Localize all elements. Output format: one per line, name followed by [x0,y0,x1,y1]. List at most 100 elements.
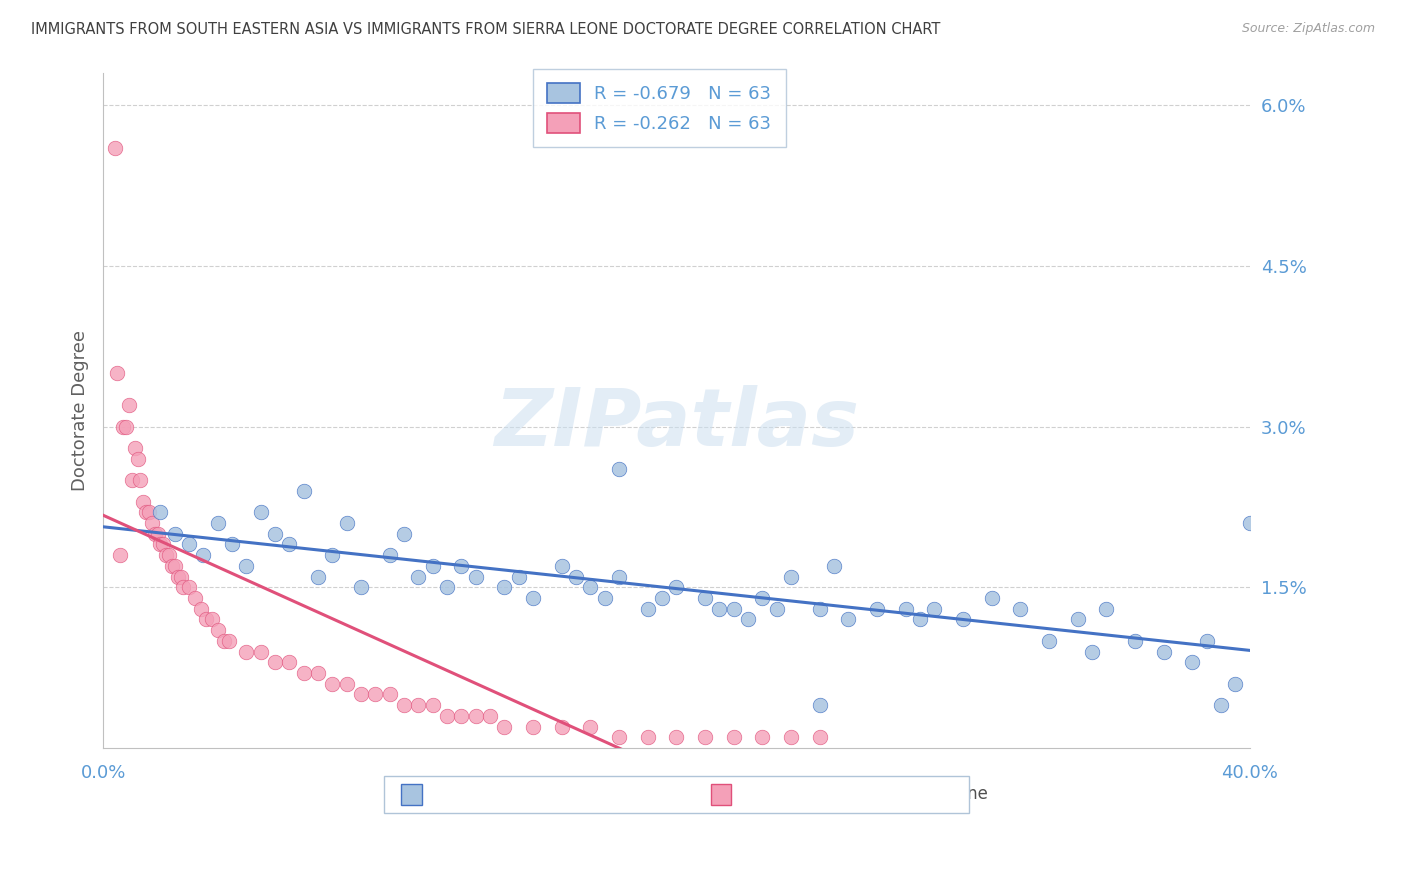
Point [292,665,315,680]
Point [112,419,135,434]
Point [135,505,157,519]
Point [607,569,630,583]
Point [780,730,803,744]
Point [765,601,787,615]
Point [307,569,329,583]
Point [1123,633,1146,648]
Point [808,601,831,615]
Point [479,708,502,723]
Point [1195,633,1218,648]
Point [378,687,401,701]
Point [723,730,745,744]
Point [1038,633,1060,648]
Point [207,516,229,530]
Point [723,601,745,615]
Point [1239,516,1261,530]
Point [124,441,146,455]
Point [160,558,183,573]
Point [129,473,152,487]
Point [152,537,174,551]
Point [163,558,186,573]
Point [924,601,946,615]
Point [392,698,415,712]
Point [166,569,188,583]
Point [709,601,731,615]
Point [1153,644,1175,658]
Point [422,698,444,712]
Point [408,698,430,712]
Point [450,558,472,573]
Point [837,612,859,626]
Y-axis label: Doctorate Degree: Doctorate Degree [72,330,89,491]
Point [207,623,229,637]
Point [195,612,218,626]
Point [1081,644,1104,658]
Point [494,719,516,733]
Point [264,655,287,669]
Text: IMMIGRANTS FROM SOUTH EASTERN ASIA VS IMMIGRANTS FROM SIERRA LEONE DOCTORATE DEG: IMMIGRANTS FROM SOUTH EASTERN ASIA VS IM… [31,22,941,37]
Point [607,730,630,744]
Point [780,569,803,583]
Point [336,516,359,530]
Point [201,612,224,626]
Point [104,141,127,155]
Point [218,633,240,648]
Point [579,580,602,594]
Point [169,569,191,583]
Point [565,569,588,583]
Text: Immigrants from Sierra Leone: Immigrants from Sierra Leone [740,786,988,804]
Text: ZIPatlas: ZIPatlas [494,385,859,463]
FancyBboxPatch shape [401,784,422,805]
Point [494,580,516,594]
Point [665,730,688,744]
Point [908,612,931,626]
Point [115,419,138,434]
Point [436,708,458,723]
Point [184,591,207,605]
Point [508,569,530,583]
Point [350,580,373,594]
Point [808,730,831,744]
Point [249,644,271,658]
Point [110,548,132,562]
Point [364,687,387,701]
Point [149,505,172,519]
Point [693,730,716,744]
Point [651,591,673,605]
Point [172,580,194,594]
Point [157,548,180,562]
Point [952,612,974,626]
Legend: R = -0.679   N = 63, R = -0.262   N = 63: R = -0.679 N = 63, R = -0.262 N = 63 [533,69,786,147]
Point [464,708,486,723]
Point [693,591,716,605]
Point [179,580,201,594]
Point [149,537,172,551]
Point [894,601,917,615]
Point [221,537,243,551]
Point [436,580,458,594]
Point [307,665,329,680]
Point [751,730,773,744]
Point [146,526,169,541]
Point [132,494,155,508]
Point [551,719,574,733]
Point [292,483,315,498]
Point [321,548,343,562]
FancyBboxPatch shape [384,776,969,814]
Point [278,537,301,551]
Point [1095,601,1118,615]
Point [127,451,149,466]
Point [278,655,301,669]
Point [408,569,430,583]
Point [522,591,544,605]
Point [179,537,201,551]
Text: Immigrants from South Eastern Asia: Immigrants from South Eastern Asia [430,786,731,804]
Point [249,505,271,519]
Point [143,526,166,541]
Point [665,580,688,594]
Point [107,366,129,380]
Point [737,612,759,626]
Point [751,591,773,605]
Point [392,526,415,541]
Point [235,558,257,573]
